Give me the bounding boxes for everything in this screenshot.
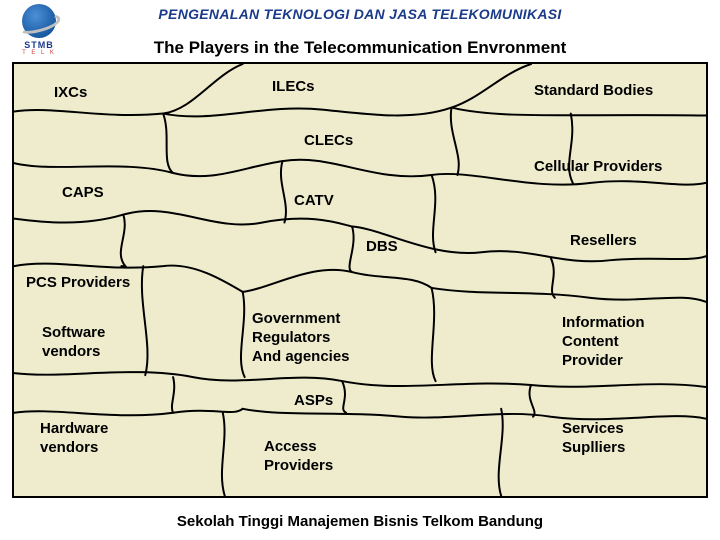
telecom-players-diagram: IXCs ILECs Standard Bodies CLECs Cellular Pr… (12, 62, 708, 498)
diagram-label-swvend: Softwarevendors (42, 324, 105, 362)
page-footer: Sekolah Tinggi Manajemen Bisnis Telkom B… (0, 513, 720, 530)
diagram-label-svcsup: ServicesSuplliers (562, 420, 625, 458)
diagram-label-ilecs: ILECs (272, 78, 315, 97)
diagram-label-govreg: GovernmentRegulatorsAnd agencies (252, 310, 350, 366)
diagram-label-dbs: DBS (366, 238, 398, 257)
diagram-label-asps: ASPs (294, 392, 333, 411)
diagram-label-resellers: Resellers (570, 232, 637, 251)
diagram-label-infoprov: InformationContentProvider (562, 314, 645, 370)
page-subtitle: The Players in the Telecommunication Env… (0, 38, 720, 58)
diagram-label-ixcs: IXCs (54, 84, 87, 103)
diagram-label-hwvend: Hardwarevendors (40, 420, 108, 458)
page-header-title: PENGENALAN TEKNOLOGI DAN JASA TELEKOMUNI… (0, 6, 720, 22)
diagram-label-catv: CATV (294, 192, 334, 211)
diagram-label-accprov: AccessProviders (264, 438, 333, 476)
diagram-label-caps: CAPS (62, 184, 104, 203)
diagram-label-stdbodies: Standard Bodies (534, 82, 653, 101)
diagram-label-cellprov: Cellular Providers (534, 158, 662, 177)
diagram-label-clecs: CLECs (304, 132, 353, 151)
diagram-label-pcsprov: PCS Providers (26, 274, 130, 293)
